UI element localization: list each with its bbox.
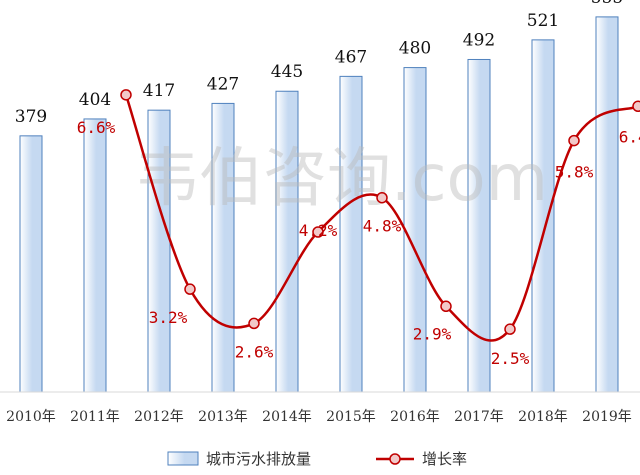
bar-value-label: 480 [399,39,431,59]
rate-value-label: 4.2% [299,221,338,240]
rate-marker [248,317,260,330]
bar-value-label: 404 [79,90,111,110]
bar-2011年 [83,118,107,393]
rate-value-label: 6.4% [619,127,640,146]
bar-labels: 379 404 417 427 445 467 480 492 521 555 [15,0,623,127]
rate-value-label: 2.6% [235,342,274,361]
x-tick-label: 2013年 [198,409,248,425]
rate-value-label: 3.2% [149,308,188,327]
rate-marker [440,300,452,313]
rate-marker [120,89,132,101]
rate-value-label: 6.6% [77,118,116,137]
x-tick-label: 2012年 [134,409,184,425]
bar-value-label: 379 [15,107,47,127]
x-tick-label: 2019年 [582,409,632,425]
x-axis-tick-labels: 2010年 2011年 2012年 2013年 2014年 2015年 2016年 2017年… [6,409,632,425]
bar-value-label: 467 [335,47,367,67]
rate-marker [568,134,580,147]
bar-2016年 [403,67,427,393]
rate-value-label: 2.5% [491,349,530,368]
bar-value-label: 417 [143,81,175,101]
legend: 城市污水排放量 增长率 [167,450,467,468]
x-tick-label: 2016年 [390,409,440,425]
x-tick-label: 2015年 [326,409,376,425]
legend-bar-label: 城市污水排放量 [206,450,311,468]
rate-marker [184,283,196,295]
rate-marker [376,191,388,204]
growth-rate-markers [120,89,640,335]
rate-marker [504,323,516,335]
legend-bar-swatch [167,451,199,466]
legend-line-marker [389,453,401,465]
bar-value-label: 445 [271,62,303,82]
x-tick-label: 2017年 [454,409,504,425]
legend-line-label: 增长率 [422,450,467,468]
bar-2014年 [275,90,299,393]
rate-marker [632,100,640,113]
x-tick-label: 2014年 [262,409,312,425]
bar-2015年 [339,75,363,393]
rate-value-label: 5.8% [555,163,594,182]
x-tick-label: 2018年 [518,409,568,425]
rate-marker [312,226,324,238]
rate-value-label: 4.8% [363,217,402,236]
growth-rate-labels: 6.6% 3.2% 2.6% 4.2% 4.8% 2.9% 2.5% 5.8% 6.4% [77,118,640,368]
bar-2010年 [19,135,43,393]
watermark: 韦伯咨询.com [135,142,548,216]
bar-value-label: 555 [591,0,623,8]
bar-2019年 [595,16,619,393]
bar-series [19,16,619,393]
x-tick-label: 2011年 [70,409,120,425]
bar-value-label: 521 [527,11,559,31]
x-tick-label: 2010年 [6,409,56,425]
bar-value-label: 492 [463,30,495,50]
bar-value-label: 427 [207,74,239,94]
bar-2017年 [467,58,491,393]
rate-value-label: 2.9% [413,324,452,343]
